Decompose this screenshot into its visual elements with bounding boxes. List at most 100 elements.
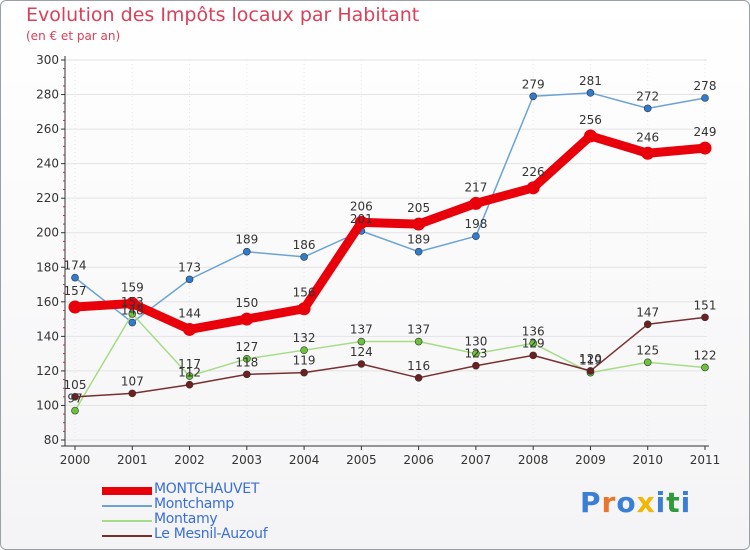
- x-tick-label: 2004: [289, 453, 320, 467]
- data-label-le-mesnil-auzouf: 120: [579, 352, 602, 366]
- x-tick-label: 2006: [403, 453, 434, 467]
- data-label-montamy: 122: [694, 348, 717, 362]
- data-point-montamy: [185, 372, 194, 380]
- data-point-le-mesnil-auzouf: [529, 351, 537, 360]
- data-point-montchauvet: [297, 302, 311, 316]
- x-tick-label: 2000: [60, 453, 91, 467]
- data-point-montchamp: [128, 318, 137, 327]
- data-label-le-mesnil-auzouf: 105: [64, 378, 87, 392]
- data-label-montamy: 97: [67, 392, 82, 406]
- data-label-montamy: 153: [121, 295, 144, 309]
- data-point-montamy: [128, 310, 137, 318]
- x-tick-label: 2009: [575, 453, 606, 467]
- data-point-le-mesnil-auzouf: [472, 361, 480, 370]
- legend-swatch-montchamp: [102, 505, 152, 507]
- data-point-montchauvet: [183, 322, 197, 336]
- data-label-le-mesnil-auzouf: 112: [178, 366, 201, 380]
- data-label-le-mesnil-auzouf: 151: [694, 298, 717, 312]
- data-point-montamy: [414, 337, 423, 346]
- data-label-le-mesnil-auzouf: 118: [235, 355, 258, 369]
- data-point-montchauvet: [125, 297, 139, 311]
- logo-letter: o: [616, 486, 637, 519]
- data-point-montchauvet: [526, 181, 540, 195]
- legend-label-montchauvet: MONTCHAUVET: [154, 481, 260, 497]
- data-label-montchamp: 189: [407, 233, 430, 247]
- data-label-le-mesnil-auzouf: 147: [636, 305, 659, 319]
- data-point-montchauvet: [698, 141, 712, 155]
- data-label-le-mesnil-auzouf: 116: [407, 359, 430, 373]
- x-tick-label: 2007: [461, 453, 492, 467]
- data-point-montchauvet: [412, 217, 426, 231]
- data-point-montamy: [472, 349, 480, 358]
- y-tick-label: 300: [36, 53, 59, 67]
- data-label-montchauvet: 226: [522, 165, 545, 179]
- data-point-montchamp: [472, 232, 480, 240]
- data-label-montchauvet: 144: [178, 306, 201, 320]
- data-label-montchamp: 148: [121, 304, 144, 318]
- legend-swatch-le-mesnil-auzouf: [102, 535, 152, 537]
- y-tick-label: 240: [36, 157, 59, 171]
- data-label-montchauvet: 249: [694, 125, 717, 139]
- legend-label-montamy: Montamy: [154, 511, 218, 527]
- data-point-le-mesnil-auzouf: [300, 368, 308, 377]
- data-label-montamy: 137: [407, 323, 430, 337]
- chart-subtitle: (en € et par an): [26, 29, 121, 43]
- logo-letter: P: [580, 486, 602, 519]
- y-tick-label: 220: [36, 191, 59, 205]
- y-tick-label: 140: [36, 329, 59, 343]
- data-point-le-mesnil-auzouf: [71, 393, 79, 401]
- legend-swatch-montamy: [102, 520, 152, 522]
- data-point-montchauvet: [583, 129, 597, 143]
- data-point-le-mesnil-auzouf: [185, 380, 194, 389]
- data-point-montchamp: [243, 247, 251, 256]
- data-point-montchauvet: [240, 312, 254, 326]
- x-tick-label: 2001: [117, 453, 148, 467]
- legend-item-montchauvet: MONTCHAUVET: [102, 481, 342, 498]
- x-tick-label: 2002: [174, 453, 205, 467]
- data-label-montchauvet: 256: [579, 113, 602, 127]
- data-point-le-mesnil-auzouf: [701, 313, 709, 322]
- data-label-montamy: 137: [350, 323, 373, 337]
- legend-label-montchamp: Montchamp: [154, 496, 234, 512]
- data-point-montamy: [300, 346, 308, 354]
- logo-letter: r: [601, 486, 617, 519]
- data-label-montchauvet: 246: [636, 130, 659, 144]
- data-point-montchauvet: [469, 196, 483, 210]
- data-point-le-mesnil-auzouf: [357, 360, 366, 368]
- data-label-montamy: 127: [235, 340, 258, 354]
- data-label-montchauvet: 206: [350, 199, 373, 213]
- data-point-montchamp: [414, 247, 423, 256]
- data-label-montchauvet: 217: [464, 180, 487, 194]
- data-label-montchamp: 278: [694, 79, 717, 93]
- data-label-montchamp: 198: [464, 217, 487, 231]
- data-label-montchamp: 173: [178, 260, 201, 274]
- logo-letter: i: [680, 486, 692, 519]
- data-point-le-mesnil-auzouf: [586, 367, 595, 375]
- data-label-le-mesnil-auzouf: 119: [293, 354, 316, 368]
- data-label-montchamp: 174: [64, 259, 87, 273]
- data-label-montamy: 136: [522, 324, 545, 338]
- y-tick-label: 120: [36, 364, 59, 378]
- logo-letter: t: [666, 486, 681, 519]
- legend-swatch-montchauvet: [102, 487, 152, 495]
- data-label-montchauvet: 205: [407, 201, 430, 215]
- data-point-le-mesnil-auzouf: [243, 370, 251, 379]
- data-label-montchauvet: 156: [293, 286, 316, 300]
- legend-item-montchamp: Montchamp: [102, 496, 342, 513]
- data-point-montchamp: [300, 253, 308, 261]
- data-label-montamy: 119: [579, 354, 602, 368]
- data-label-montamy: 117: [178, 357, 201, 371]
- data-label-montchamp: 272: [636, 89, 659, 103]
- legend-label-le-mesnil-auzouf: Le Mesnil-Auzouf: [154, 526, 268, 542]
- data-point-montchamp: [185, 275, 194, 284]
- data-point-montamy: [643, 358, 652, 367]
- chart-title: Evolution des Impôts locaux par Habitant: [26, 4, 420, 26]
- data-point-le-mesnil-auzouf: [414, 374, 423, 382]
- data-point-montamy: [357, 337, 366, 346]
- data-point-montamy: [529, 339, 537, 348]
- data-point-montchauvet: [354, 215, 368, 229]
- x-tick-label: 2010: [632, 453, 663, 467]
- data-label-montchamp: 281: [579, 74, 602, 88]
